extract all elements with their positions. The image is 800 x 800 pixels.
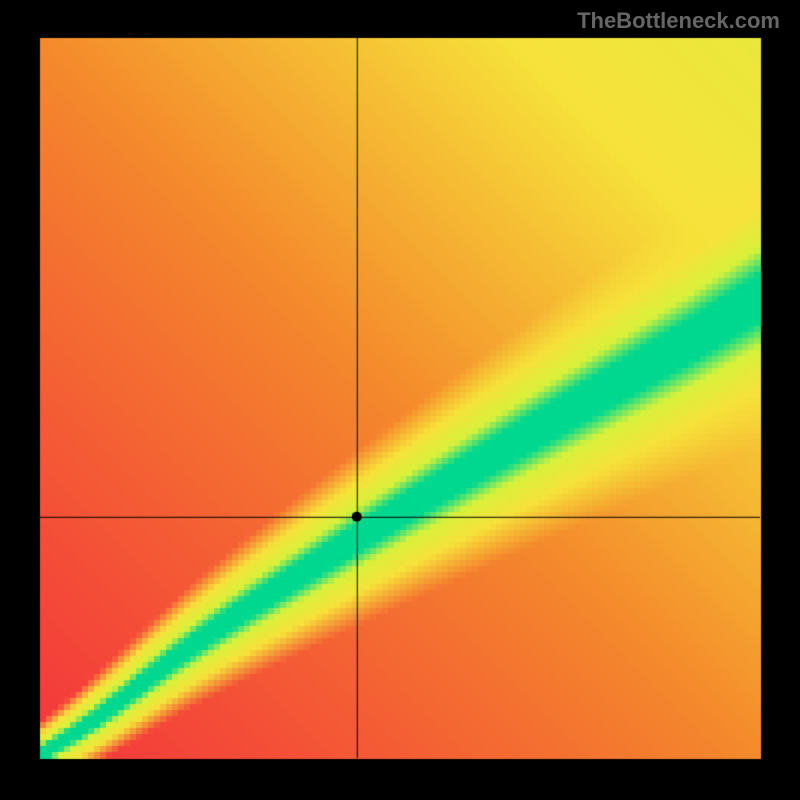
chart-container: TheBottleneck.com: [0, 0, 800, 800]
watermark-text: TheBottleneck.com: [577, 8, 780, 34]
heatmap-canvas: [0, 0, 800, 800]
